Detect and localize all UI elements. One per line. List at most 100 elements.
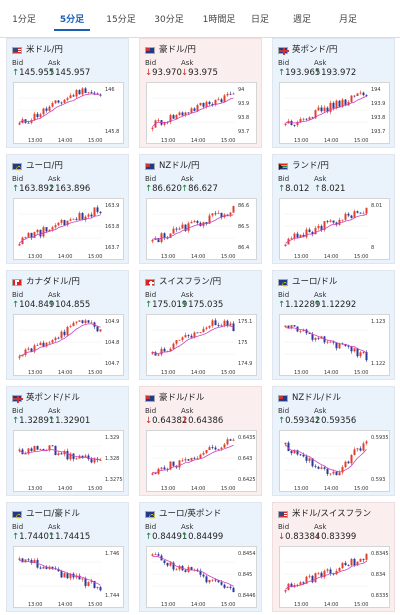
time-tick-label: 13:00	[161, 602, 175, 608]
au-flag-icon	[145, 394, 155, 402]
candle-up	[326, 341, 329, 343]
pair-title[interactable]: 豪ドル/ドル	[145, 392, 204, 404]
rate-card[interactable]: 豪ドル/ドル Bid Ask ↓0.64382 ↓0.64386 0.6435 0…	[139, 386, 262, 496]
pair-title[interactable]: ユーロ/豪ドル	[12, 508, 80, 520]
candle-down	[308, 229, 311, 232]
candle-down	[293, 124, 296, 126]
mini-candle-chart[interactable]: 175.1 175 174.9 13:00 14:00 15:00	[146, 314, 257, 376]
candle-up	[190, 457, 193, 461]
pair-title[interactable]: ユーロ/ドル	[278, 276, 337, 288]
price-tick-label: 0.6435	[238, 435, 256, 441]
time-tick-label: 14:00	[58, 254, 72, 260]
pair-title[interactable]: 英ポンド/ドル	[12, 392, 80, 404]
pair-label: ランド/円	[292, 161, 329, 171]
candle-down	[302, 582, 305, 584]
pair-title[interactable]: スイスフラン/円	[145, 276, 221, 288]
rate-card[interactable]: 米ドル/円 Bid Ask ↑145.955 ↑145.957 146 145.8…	[6, 38, 129, 148]
pair-title[interactable]: 豪ドル/円	[145, 44, 196, 56]
candle-down	[163, 233, 166, 238]
mini-candle-chart[interactable]: 8.01 8 13:00 14:00 15:00	[279, 198, 390, 260]
candle-down	[51, 445, 54, 447]
mini-candle-chart[interactable]: 86.6 86.5 86.4 13:00 14:00 15:00	[146, 198, 257, 260]
candle-up	[57, 453, 60, 456]
tab-月足[interactable]: 月足	[338, 15, 357, 25]
candle-down	[220, 582, 223, 585]
pair-title[interactable]: NZドル/ドル	[278, 392, 341, 404]
candle-up	[39, 114, 42, 118]
mini-candle-chart[interactable]: 163.9 163.8 163.7 13:00 14:00 15:00	[13, 198, 124, 260]
bid-label: Bid	[278, 523, 290, 531]
rate-card[interactable]: ユーロ/円 Bid Ask ↑163.892 ↑163.896 163.9 163…	[6, 154, 129, 264]
tab-週足[interactable]: 週足	[292, 15, 311, 25]
pair-title[interactable]: ユーロ/英ポンド	[145, 508, 221, 520]
price-tick-label: 0.8345	[371, 551, 389, 557]
ask-value: ↓93.975	[181, 68, 218, 78]
candle-up	[190, 222, 193, 224]
pair-title[interactable]: ユーロ/円	[12, 160, 63, 172]
tab-15分足[interactable]: 15分足	[106, 15, 136, 25]
rate-card[interactable]: 英ポンド/円 Bid Ask ↑193.965 ↑193.972 194 193.…	[272, 38, 395, 148]
arrow-up-icon: ↑	[278, 184, 286, 194]
time-tick-label: 13:00	[28, 254, 42, 260]
mini-candle-chart[interactable]: 0.6435 0.643 0.6425 13:00 14:00 15:00	[146, 430, 257, 492]
bid-label: Bid	[278, 59, 290, 67]
us-flag-icon	[12, 46, 22, 54]
candle-up	[24, 349, 27, 355]
candle-up	[99, 459, 102, 461]
time-tick-label: 15:00	[354, 602, 368, 608]
ask-label: Ask	[48, 407, 61, 415]
rate-card[interactable]: 米ドル/スイスフラン Bid Ask ↓0.83384 ↓0.83399 0.8…	[272, 502, 395, 612]
arrow-up-icon: ↑	[181, 184, 189, 194]
tab-日足[interactable]: 日足	[250, 15, 269, 25]
mini-candle-chart[interactable]: 146 145.8 13:00 14:00 15:00	[13, 82, 124, 144]
mini-candle-chart[interactable]: 1.123 1.122 13:00 14:00 15:00	[279, 314, 390, 376]
moving-average-line	[19, 323, 101, 357]
rate-card[interactable]: 英ポンド/ドル Bid Ask ↑1.32891 ↑1.32901 1.329 1…	[6, 386, 129, 496]
candle-up	[51, 103, 54, 107]
time-tick-label: 13:00	[28, 486, 42, 492]
candle-down	[199, 222, 202, 226]
tab-30分足[interactable]: 30分足	[154, 15, 184, 25]
candle-up	[48, 106, 51, 111]
mini-candle-chart[interactable]: 0.8345 0.834 0.8335 13:00 14:00 15:00	[279, 546, 390, 608]
rate-card[interactable]: ランド/円 Bid Ask ↑8.012 ↑8.021 8.01 8 13:00 14…	[272, 154, 395, 264]
rate-card[interactable]: NZドル/ドル Bid Ask ↑0.59342 ↑0.59356 0.5935…	[272, 386, 395, 496]
candle-up	[299, 119, 302, 122]
pair-label: 豪ドル/円	[159, 45, 196, 55]
rate-card[interactable]: カナダドル/円 Bid Ask ↑104.849 ↑104.855 104.9 1…	[6, 270, 129, 380]
mini-candle-chart[interactable]: 0.8454 0.845 0.8446 13:00 14:00 15:00	[146, 546, 257, 608]
mini-candle-chart[interactable]: 104.9 104.8 104.7 13:00 14:00 15:00	[13, 314, 124, 376]
tab-1時間足[interactable]: 1時間足	[202, 15, 236, 25]
candle-up	[347, 101, 350, 106]
rate-card[interactable]: ユーロ/ドル Bid Ask ↑1.12289 ↑1.12292 1.123 1.…	[272, 270, 395, 380]
rate-card[interactable]: NZドル/円 Bid Ask ↑86.620 ↑86.627 86.6 86.5 8…	[139, 154, 262, 264]
rate-card[interactable]: 豪ドル/円 Bid Ask ↓93.970 ↓93.975 94 93.9 93.8…	[139, 38, 262, 148]
pair-title[interactable]: 英ポンド/円	[278, 44, 337, 56]
rate-card[interactable]: ユーロ/英ポンド Bid Ask ↑0.84491 ↑0.84499 0.845…	[139, 502, 262, 612]
tab-5分足[interactable]: 5分足	[54, 9, 90, 31]
rate-card[interactable]: ユーロ/豪ドル Bid Ask ↑1.74401 ↑1.74415 1.746 1…	[6, 502, 129, 612]
candle-up	[54, 337, 57, 341]
pair-title[interactable]: カナダドル/円	[12, 276, 80, 288]
pair-title[interactable]: NZドル/円	[145, 160, 200, 172]
rate-card[interactable]: スイスフラン/円 Bid Ask ↑175.019 ↑175.035 175.1…	[139, 270, 262, 380]
mini-candle-chart[interactable]: 0.5935 0.593 13:00 14:00 15:00	[279, 430, 390, 492]
arrow-up-icon: ↑	[145, 184, 153, 194]
candle-down	[347, 461, 350, 464]
mini-candle-chart[interactable]: 1.746 1.744 13:00 14:00 15:00	[13, 546, 124, 608]
mini-candle-chart[interactable]: 1.329 1.328 1.3275 13:00 14:00 15:00	[13, 430, 124, 492]
candle-up	[229, 212, 232, 215]
candle-down	[184, 224, 187, 231]
candle-up	[172, 343, 175, 349]
candle-up	[24, 453, 27, 455]
pair-title[interactable]: 米ドル/スイスフラン	[278, 508, 371, 520]
mini-candle-chart[interactable]: 194 193.9 193.8 193.7 13:00 14:00 15:00	[279, 82, 390, 144]
candle-down	[205, 576, 208, 583]
ask-label: Ask	[181, 291, 194, 299]
pair-label: 米ドル/スイスフラン	[292, 509, 372, 519]
pair-title[interactable]: 米ドル/円	[12, 44, 63, 56]
price-tick-label: 0.8335	[371, 593, 389, 599]
pair-title[interactable]: ランド/円	[278, 160, 329, 172]
mini-candle-chart[interactable]: 94 93.9 93.8 93.7 13:00 14:00 15:00	[146, 82, 257, 144]
tab-1分足[interactable]: 1分足	[12, 15, 36, 25]
